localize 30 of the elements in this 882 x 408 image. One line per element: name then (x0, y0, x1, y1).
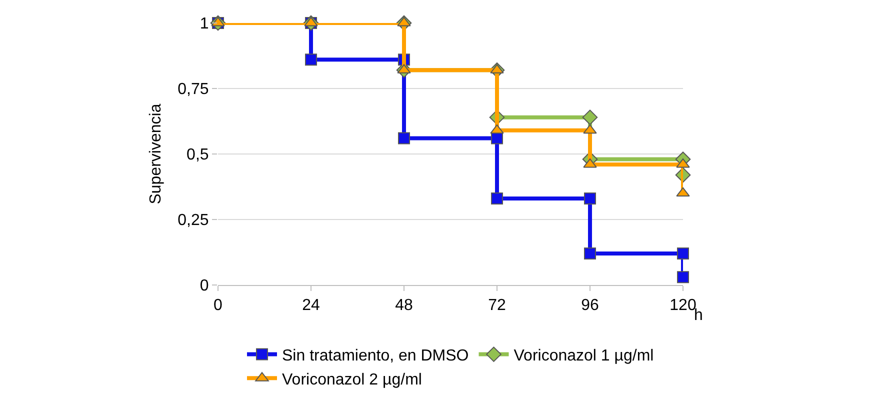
point (584, 192, 596, 205)
y-tick-label: 1 (200, 16, 209, 33)
y-tick-label: 0,5 (186, 146, 209, 164)
y-tick-label: 0,25 (178, 212, 209, 230)
x-tick-label: 120 (670, 297, 696, 314)
point (305, 54, 317, 66)
point (677, 248, 689, 260)
x-axis-title: h (694, 307, 703, 324)
legend-label: Sin tratamiento, en DMSO (282, 348, 469, 365)
x-tick-label: 72 (488, 297, 506, 314)
x-tick-label: 24 (302, 297, 320, 314)
y-tick-label: 0 (200, 278, 209, 295)
legend-label: Voriconazol 1 µg/ml (514, 348, 654, 365)
y-axis-title: Supervivencia (148, 104, 165, 204)
point (491, 192, 503, 205)
x-tick-label: 48 (395, 297, 413, 314)
point (490, 124, 504, 134)
point (676, 187, 690, 197)
legend-label: Voriconazol 2 µg/ml (282, 371, 422, 388)
x-tick-label: 0 (214, 297, 223, 314)
point (582, 110, 598, 125)
y-tick-label: 0,75 (178, 81, 209, 98)
x-tick-label: 96 (581, 297, 599, 314)
point (676, 158, 690, 168)
point (491, 132, 503, 144)
point (583, 124, 597, 134)
point (677, 271, 689, 284)
point (398, 132, 410, 144)
point (584, 248, 596, 260)
point (583, 158, 597, 168)
